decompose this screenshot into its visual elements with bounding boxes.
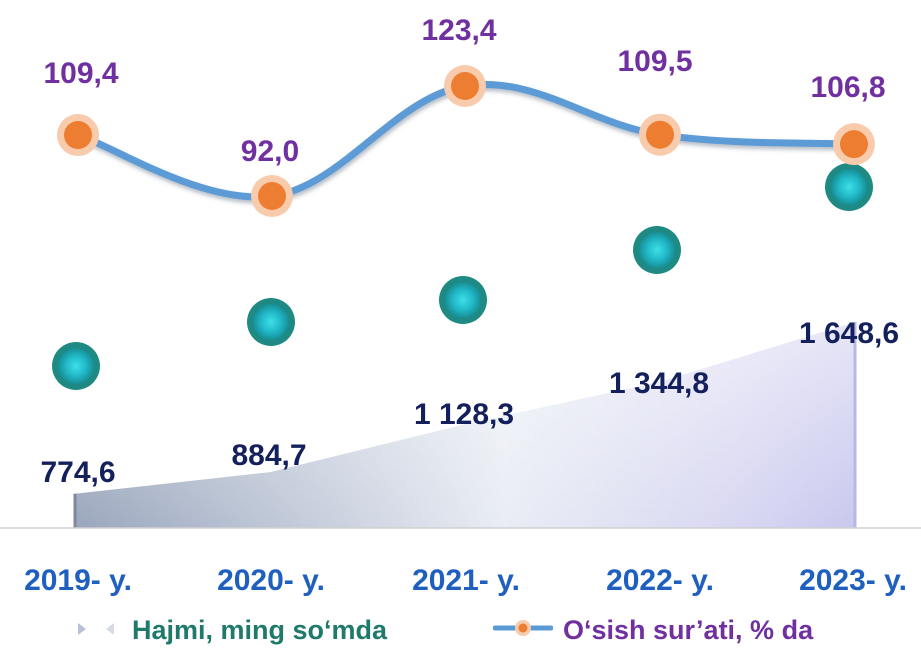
- volume-marker-dot: [633, 226, 681, 274]
- growth-marker: [639, 113, 681, 156]
- volume-data-label: 1 648,6: [799, 317, 899, 350]
- growth-marker-core: [451, 72, 479, 100]
- volume-marker-dot: [52, 342, 100, 390]
- growth-marker: [251, 175, 293, 217]
- growth-marker-core: [646, 120, 674, 149]
- line-marker-swatch-icon: [492, 615, 554, 646]
- volume-marker-core: [831, 169, 867, 205]
- legend-label-volume: Hajmi, ming so‘mda: [132, 614, 388, 645]
- growth-data-label: 106,8: [810, 71, 885, 104]
- legend-item-volume[interactable]: Hajmi, ming so‘mda: [78, 612, 387, 648]
- growth-data-label: 92,0: [241, 135, 299, 168]
- volume-marker-dot: [825, 163, 873, 211]
- volume-data-label: 774,6: [40, 456, 115, 489]
- volume-area-layer: [73, 322, 857, 528]
- volume-marker-dot: [247, 298, 295, 346]
- legend-label-growth: O‘sish sur’ati, % da: [563, 614, 814, 645]
- x-axis-labels-layer: 2019- y. 2020- y. 2021- y. 2022- y. 2023- y.: [24, 564, 907, 597]
- volume-data-label: 1 344,8: [609, 367, 709, 400]
- x-tick-label: 2022- y.: [606, 564, 714, 597]
- growth-markers-layer: [57, 65, 875, 217]
- volume-marker-core: [58, 348, 94, 384]
- legend-item-growth[interactable]: O‘sish sur’ati, % da: [492, 612, 814, 648]
- teal-dots-layer: [52, 163, 873, 390]
- volume-marker-dot: [439, 276, 487, 324]
- volume-marker-core: [639, 232, 675, 268]
- growth-data-label: 123,4: [421, 14, 496, 47]
- x-tick-label: 2021- y.: [412, 564, 520, 597]
- growth-marker-core: [258, 182, 286, 210]
- legend: Hajmi, ming so‘mda O‘sish sur’ati, % da: [0, 612, 921, 648]
- x-tick-label: 2023- y.: [799, 564, 907, 597]
- growth-data-label: 109,5: [617, 45, 692, 78]
- growth-marker: [444, 65, 486, 107]
- volume-area-shade: [75, 322, 855, 528]
- growth-marker-core: [64, 121, 92, 150]
- growth-data-label: 109,4: [43, 57, 118, 90]
- x-tick-label: 2020- y.: [217, 564, 325, 597]
- volume-data-label: 1 128,3: [414, 398, 514, 431]
- volume-marker-core: [253, 304, 289, 340]
- growth-marker: [833, 123, 875, 166]
- growth-labels-layer: 109,4 92,0 123,4 109,5 106,8: [43, 14, 885, 168]
- x-tick-label: 2019- y.: [24, 564, 132, 597]
- area-swatch-icon: [78, 615, 122, 646]
- volume-marker-core: [445, 282, 481, 318]
- volume-data-label: 884,7: [231, 439, 306, 472]
- growth-marker-core: [840, 130, 868, 159]
- volume-labels-layer: 774,6 884,7 1 128,3 1 344,8 1 648,6: [40, 317, 899, 489]
- growth-marker: [57, 114, 99, 157]
